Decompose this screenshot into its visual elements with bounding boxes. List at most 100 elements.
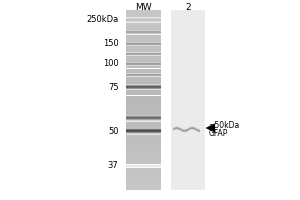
Bar (126, 12, 160, 15)
Bar (126, 39, 160, 42)
Bar (126, 143, 160, 145)
Bar (126, 37, 160, 39)
Bar (126, 21, 160, 22)
Bar (126, 114, 160, 115)
Bar (126, 186, 160, 188)
Bar (126, 136, 160, 138)
Text: 2: 2 (186, 2, 191, 11)
Bar (126, 132, 160, 134)
Bar (126, 52, 160, 53)
Bar (126, 121, 160, 122)
Bar (126, 30, 160, 31)
Bar (126, 29, 160, 30)
Bar (126, 127, 160, 129)
Bar (126, 138, 160, 140)
Bar (126, 50, 160, 53)
Bar (126, 114, 160, 116)
Polygon shape (206, 123, 215, 133)
Bar (126, 45, 160, 46)
Text: 250kDa: 250kDa (86, 16, 118, 24)
Bar (126, 31, 160, 32)
Bar (126, 118, 160, 119)
Bar (126, 183, 160, 186)
Bar (126, 96, 160, 98)
Bar (126, 140, 160, 143)
Bar (126, 84, 160, 86)
Bar (126, 111, 160, 114)
Bar (126, 80, 160, 82)
Bar (126, 131, 160, 132)
Bar (126, 86, 160, 89)
Bar (126, 91, 160, 93)
Bar (126, 48, 160, 50)
Bar (126, 43, 160, 44)
Bar (126, 118, 160, 120)
Bar (126, 32, 160, 35)
Bar (126, 77, 160, 80)
Bar (126, 21, 160, 23)
Bar (126, 152, 160, 154)
Bar (126, 33, 160, 34)
Bar (126, 98, 160, 100)
Bar (126, 89, 160, 90)
Bar (126, 14, 160, 17)
Bar (126, 71, 160, 73)
Bar (126, 64, 160, 65)
Bar (126, 181, 160, 183)
Bar (126, 117, 160, 118)
Bar (126, 44, 160, 45)
Bar (126, 57, 160, 60)
Bar (126, 93, 160, 95)
Bar (126, 165, 160, 168)
Bar (126, 156, 160, 158)
Bar (126, 23, 160, 26)
Bar (126, 89, 160, 91)
Bar (126, 129, 160, 132)
Text: 100: 100 (103, 60, 118, 68)
Bar (126, 128, 160, 129)
Bar (126, 172, 160, 174)
Bar (126, 63, 160, 64)
Bar (126, 68, 160, 71)
Bar (126, 104, 160, 107)
Bar (126, 109, 160, 111)
Bar (126, 86, 160, 87)
Bar (126, 150, 160, 152)
Bar (126, 75, 160, 77)
Bar (126, 64, 160, 66)
Bar (126, 130, 160, 131)
Bar (126, 102, 160, 104)
Bar (126, 76, 160, 77)
Bar (126, 132, 160, 133)
Bar (126, 87, 160, 88)
Bar (126, 74, 160, 75)
Bar (126, 19, 160, 21)
Bar (126, 66, 160, 68)
Bar (126, 41, 160, 44)
Bar (126, 147, 160, 150)
Bar (126, 10, 160, 12)
Text: 37: 37 (108, 162, 118, 170)
Bar (126, 26, 160, 28)
Bar (126, 22, 160, 23)
Bar (126, 84, 160, 85)
Bar (126, 32, 160, 33)
Bar (126, 62, 160, 63)
Bar (126, 53, 160, 55)
Bar (126, 122, 160, 125)
Bar (126, 168, 160, 170)
Bar (126, 28, 160, 30)
Text: ~50kDa: ~50kDa (208, 120, 240, 130)
Bar (126, 163, 160, 165)
Bar (126, 73, 160, 74)
Bar (126, 179, 160, 181)
Bar (126, 145, 160, 147)
Bar (126, 88, 160, 89)
Bar (126, 18, 160, 19)
Bar (126, 188, 160, 190)
Bar (126, 60, 160, 62)
Bar (126, 75, 160, 76)
Bar (126, 100, 160, 102)
Bar (126, 35, 160, 37)
Bar (126, 42, 160, 43)
